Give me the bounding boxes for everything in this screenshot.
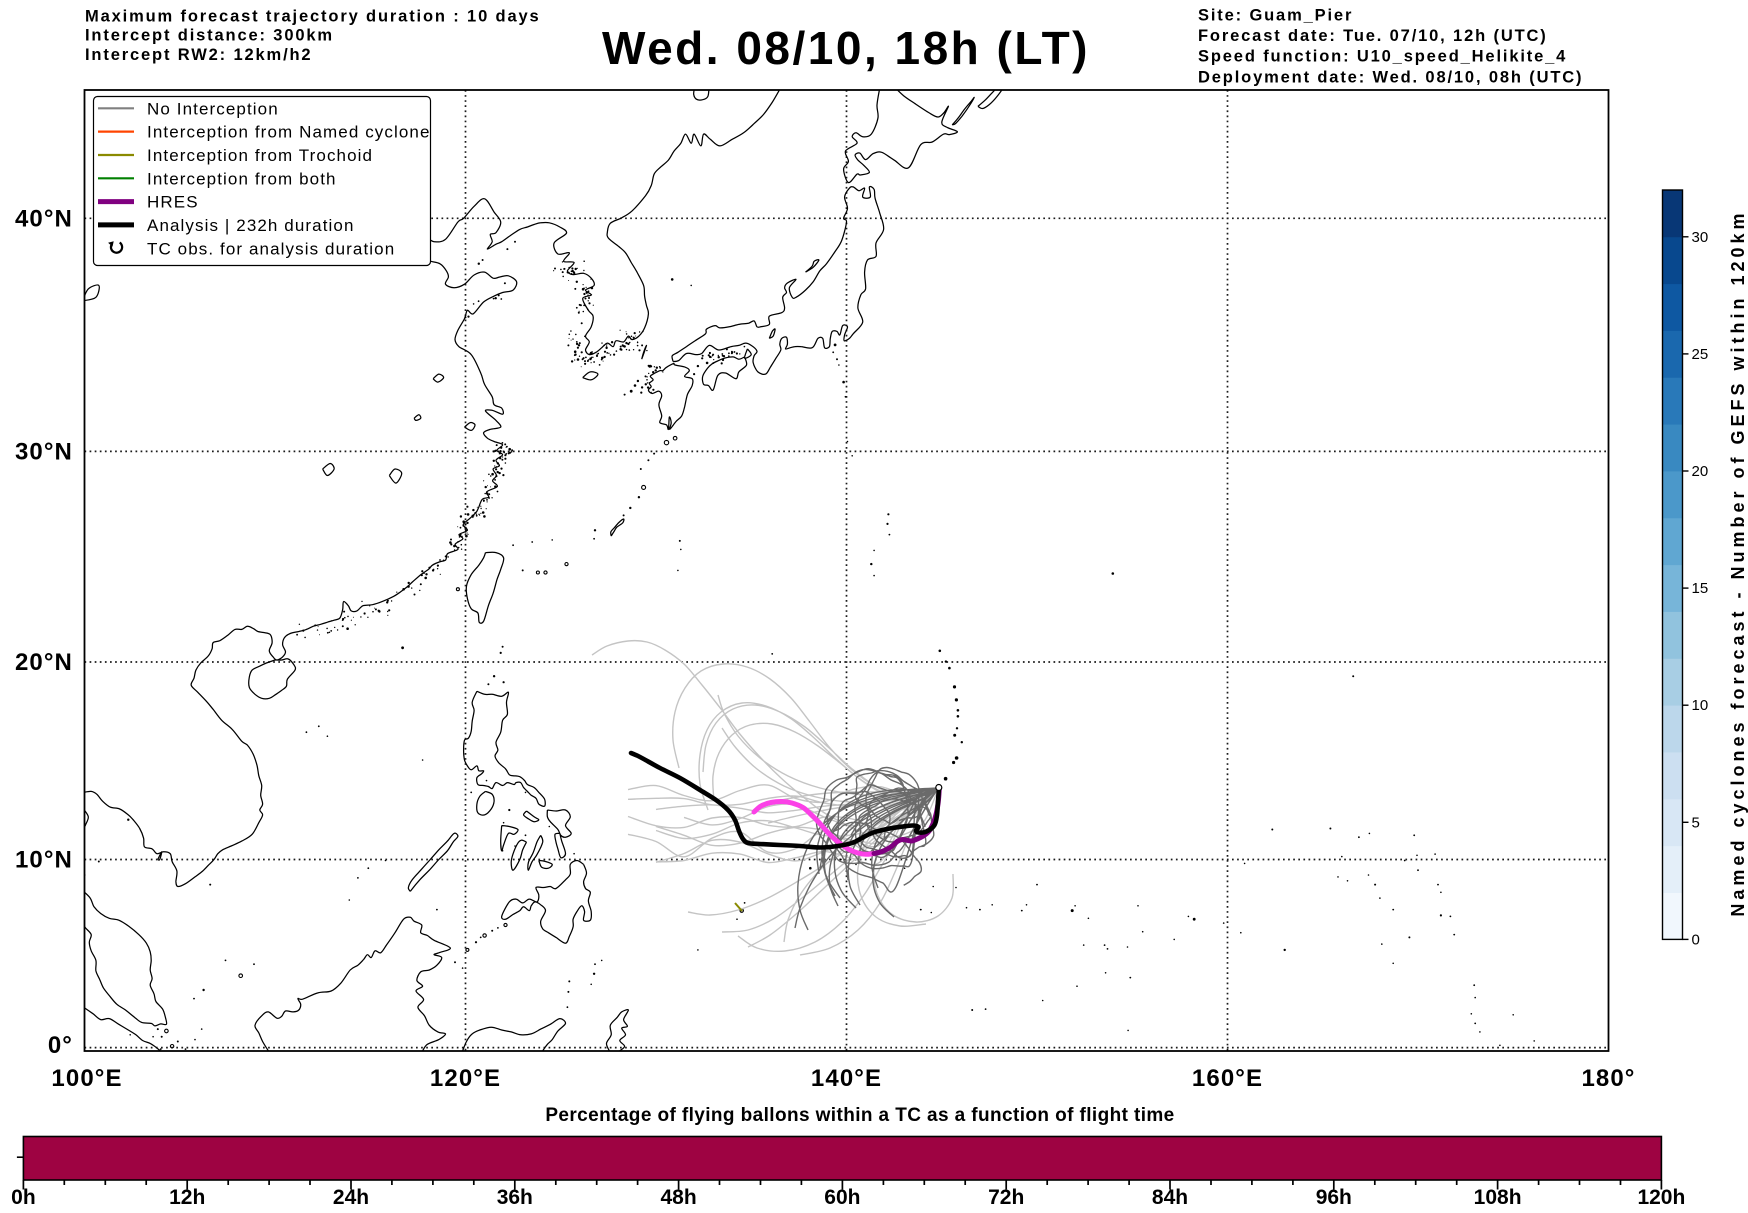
- svg-text:10: 10: [1692, 697, 1709, 714]
- svg-text:72h: 72h: [988, 1186, 1024, 1209]
- svg-text:180°: 180°: [1581, 1065, 1635, 1092]
- svg-text:Intercept RW2: 12km/h2: Intercept RW2: 12km/h2: [85, 46, 312, 64]
- svg-text:12h: 12h: [169, 1186, 205, 1209]
- svg-text:TC obs. for analysis duration: TC obs. for analysis duration: [147, 239, 395, 258]
- svg-text:15: 15: [1692, 580, 1709, 597]
- svg-text:24h: 24h: [333, 1186, 369, 1209]
- svg-text:160°E: 160°E: [1192, 1065, 1263, 1092]
- svg-text:Interception from Trochoid: Interception from Trochoid: [147, 146, 373, 165]
- svg-text:Named cyclones forecast - Numb: Named cyclones forecast - Number of GEFS…: [1728, 209, 1748, 916]
- svg-text:Deployment date: Wed. 08/10, 0: Deployment date: Wed. 08/10, 08h (UTC): [1198, 68, 1583, 86]
- svg-text:Intercept distance: 300km: Intercept distance: 300km: [85, 27, 334, 45]
- svg-text:No Interception: No Interception: [147, 99, 279, 118]
- svg-text:Interception from Named cyclon: Interception from Named cyclone: [147, 123, 431, 142]
- svg-text:96h: 96h: [1316, 1186, 1352, 1209]
- svg-text:60h: 60h: [824, 1186, 860, 1209]
- svg-text:120°E: 120°E: [430, 1065, 501, 1092]
- svg-text:Interception from both: Interception from both: [147, 169, 337, 188]
- svg-text:140°E: 140°E: [811, 1065, 882, 1092]
- svg-text:30°N: 30°N: [15, 438, 73, 465]
- svg-text:20°N: 20°N: [15, 649, 73, 676]
- svg-text:Analysis | 232h duration: Analysis | 232h duration: [147, 216, 355, 235]
- svg-text:0h: 0h: [11, 1186, 36, 1209]
- svg-text:100°E: 100°E: [51, 1065, 122, 1092]
- svg-text:0: 0: [1692, 931, 1700, 948]
- svg-text:Forecast date: Tue. 07/10, 12h: Forecast date: Tue. 07/10, 12h (UTC): [1198, 27, 1548, 45]
- svg-text:0°: 0°: [48, 1032, 73, 1059]
- svg-text:30: 30: [1692, 229, 1709, 246]
- svg-text:5: 5: [1692, 814, 1700, 831]
- svg-text:Speed function: U10_speed_Heli: Speed function: U10_speed_Helikite_4: [1198, 48, 1567, 66]
- svg-text:HRES: HRES: [147, 193, 199, 212]
- svg-text:10°N: 10°N: [15, 847, 73, 874]
- svg-text:40°N: 40°N: [15, 205, 73, 232]
- svg-text:25: 25: [1692, 346, 1709, 363]
- svg-text:108h: 108h: [1474, 1186, 1522, 1209]
- svg-text:Maximum forecast trajectory du: Maximum forecast trajectory duration : 1…: [85, 8, 541, 26]
- svg-text:Wed. 08/10, 18h (LT): Wed. 08/10, 18h (LT): [602, 22, 1090, 74]
- svg-text:36h: 36h: [497, 1186, 533, 1209]
- svg-text:20: 20: [1692, 463, 1709, 480]
- svg-text:120h: 120h: [1637, 1186, 1685, 1209]
- svg-text:Percentage of flying ballons w: Percentage of flying ballons within a TC…: [545, 1105, 1174, 1126]
- svg-text:84h: 84h: [1152, 1186, 1188, 1209]
- svg-text:48h: 48h: [661, 1186, 697, 1209]
- svg-text:Site: Guam_Pier: Site: Guam_Pier: [1198, 6, 1353, 24]
